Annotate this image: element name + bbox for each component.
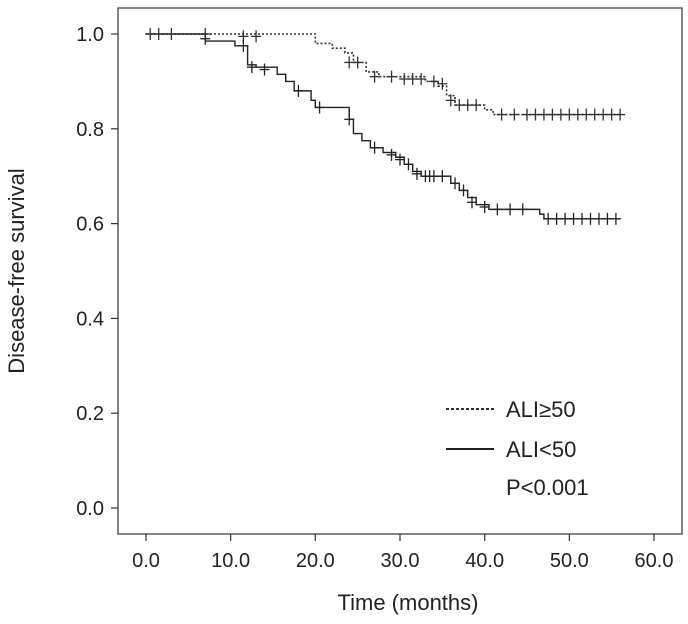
censor-mark	[602, 212, 613, 225]
censor-mark	[462, 99, 473, 112]
censor-mark	[153, 28, 164, 40]
censor-mark	[466, 196, 477, 209]
censor-mark	[560, 212, 571, 225]
y-tick-label: 0.8	[76, 119, 104, 141]
censor-mark	[454, 99, 465, 112]
censor-mark	[572, 108, 583, 121]
censor-mark	[450, 177, 461, 190]
censor-mark	[403, 158, 414, 171]
censor-mark	[145, 28, 156, 40]
x-tick-label: 20.0	[296, 550, 335, 572]
plot-area-frame	[117, 7, 683, 535]
censor-mark	[517, 203, 528, 216]
censor-mark	[598, 108, 609, 121]
p-value-annotation: P<0.001	[506, 475, 589, 500]
censor-mark	[437, 170, 448, 183]
x-tick-label: 60.0	[635, 550, 674, 572]
censor-mark	[407, 73, 418, 86]
censor-mark	[593, 212, 604, 225]
censor-mark	[344, 113, 355, 126]
censor-mark	[551, 212, 562, 225]
y-tick-label: 1.0	[76, 24, 104, 46]
censor-marks	[145, 28, 626, 225]
censor-mark	[547, 108, 558, 121]
censor-mark	[293, 84, 304, 97]
censor-mark	[568, 212, 579, 225]
censor-mark	[555, 108, 566, 121]
censor-mark	[428, 75, 439, 88]
legend-label-ali-ge-50: ALI≥50	[506, 397, 576, 422]
x-axis-ticks: 0.0 10.0 20.0 30.0 40.0 50.0 60.0	[132, 534, 673, 572]
censor-mark	[386, 148, 397, 161]
censor-mark	[564, 108, 575, 121]
censor-mark	[492, 203, 503, 216]
x-tick-label: 0.0	[132, 550, 160, 572]
censor-mark	[369, 141, 380, 154]
censor-mark	[246, 61, 257, 74]
x-tick-label: 40.0	[465, 550, 504, 572]
x-axis-label: Time (months)	[338, 590, 479, 615]
censor-mark	[585, 212, 596, 225]
censor-mark	[352, 56, 363, 69]
censor-mark	[522, 108, 532, 121]
y-tick-label: 0.4	[76, 308, 104, 330]
censor-mark	[251, 30, 262, 43]
legend: ALI≥50 ALI<50 P<0.001	[446, 397, 589, 500]
censor-mark	[606, 108, 617, 121]
censor-mark	[577, 212, 588, 225]
y-tick-label: 0.0	[76, 498, 104, 520]
y-axis-label: Disease-free survival	[4, 168, 29, 373]
censor-mark	[496, 108, 507, 121]
censor-mark	[479, 201, 490, 214]
censor-mark	[259, 63, 270, 76]
x-tick-label: 10.0	[211, 550, 250, 572]
y-axis-ticks: 0.0 0.2 0.4 0.6 0.8 1.0	[76, 24, 118, 520]
censor-mark	[538, 108, 549, 121]
censor-mark	[369, 70, 380, 83]
censor-mark	[416, 73, 427, 86]
censor-mark	[610, 212, 621, 225]
censor-mark	[314, 101, 325, 114]
x-tick-label: 30.0	[381, 550, 420, 572]
legend-label-ali-lt-50: ALI<50	[506, 437, 576, 462]
censor-mark	[411, 167, 422, 180]
censor-mark	[395, 153, 405, 166]
censor-mark	[428, 170, 439, 183]
censor-mark	[471, 99, 482, 112]
censor-mark	[505, 203, 516, 216]
censor-mark	[399, 73, 410, 86]
censor-mark	[445, 94, 456, 107]
censor-mark	[238, 39, 249, 52]
censor-mark	[166, 28, 177, 40]
censor-mark	[509, 108, 520, 121]
x-tick-label: 50.0	[550, 550, 589, 572]
censor-mark	[615, 108, 626, 121]
censor-mark	[543, 212, 554, 225]
censor-mark	[386, 70, 397, 83]
y-tick-label: 0.6	[76, 214, 104, 236]
censor-mark	[200, 32, 211, 45]
y-tick-label: 0.2	[76, 403, 104, 425]
censor-mark	[581, 108, 592, 121]
censor-mark	[589, 108, 600, 121]
censor-mark	[344, 56, 355, 69]
censor-mark	[530, 108, 541, 121]
censor-mark	[437, 77, 448, 90]
censor-mark	[458, 184, 469, 197]
